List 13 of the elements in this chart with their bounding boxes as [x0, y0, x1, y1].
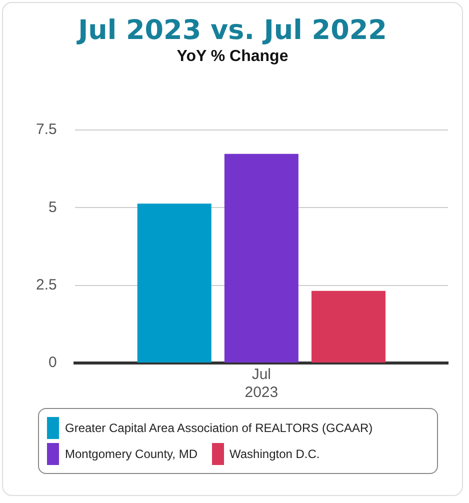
x-tick-label: Jul 2023: [244, 366, 278, 402]
legend-label: Montgomery County, MD: [65, 447, 198, 461]
legend-label: Washington D.C.: [230, 447, 320, 461]
y-tick-label: 2.5: [36, 276, 57, 294]
chart-subtitle: YoY % Change: [176, 48, 290, 66]
bar: [311, 290, 386, 362]
chart-title: Jul 2023 vs. Jul 2022: [76, 15, 388, 46]
bar: [137, 204, 212, 362]
bar: [224, 154, 298, 362]
legend-label: Greater Capital Area Association of REALTORS (GCAAR): [65, 421, 373, 435]
y-tick-label: 5: [48, 198, 57, 216]
y-tick-label: 0: [48, 354, 57, 372]
y-tick-label: 7.5: [36, 121, 57, 138]
